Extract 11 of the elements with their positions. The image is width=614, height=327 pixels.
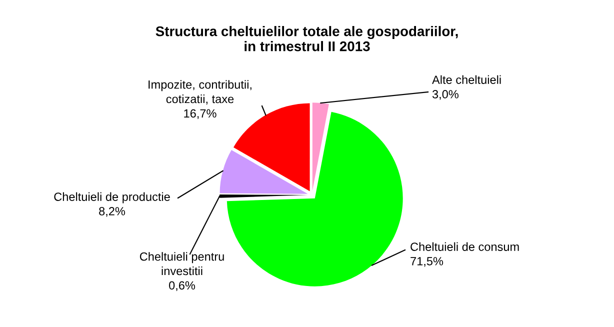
slice-label: Cheltuieli de productie <box>54 192 170 204</box>
data-label: 16,7% <box>184 109 216 119</box>
data-label: 8,2% <box>99 207 126 217</box>
slice-label: Alte cheltuieli <box>432 75 501 84</box>
chart-title: Structura cheltuielilor totale ale gospodariilor, in trimestrul II 2013 <box>156 26 458 52</box>
data-label: 3,0% <box>432 90 458 100</box>
data-label: 71,5% <box>410 257 444 267</box>
slice-label: Impozite, contributii, cotizatii, taxe <box>148 80 252 105</box>
slice-label: Cheltuieli de consum <box>410 242 519 251</box>
data-label: 0,6% <box>169 281 196 291</box>
slice-label: Cheltuieli pentru investitii <box>140 252 224 276</box>
